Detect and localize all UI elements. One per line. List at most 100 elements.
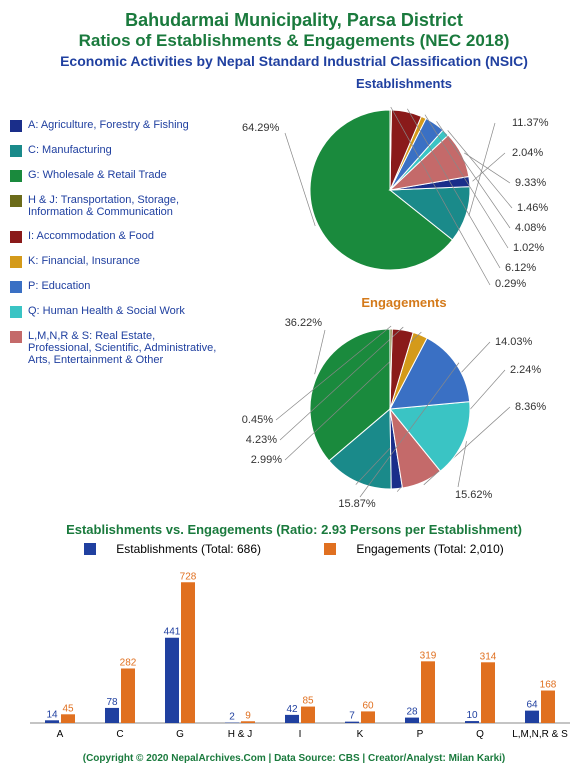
pie-label: 0.45%	[242, 414, 273, 426]
pie-label: 11.37%	[512, 117, 549, 129]
pie-label: 8.36%	[515, 401, 546, 413]
bar-value-eng: 728	[180, 571, 197, 582]
bar-engagement	[301, 707, 315, 723]
bar-engagement	[61, 714, 75, 723]
bar-engagement	[421, 661, 435, 723]
bar-establishment	[465, 721, 479, 723]
bar-value-est: 14	[46, 709, 58, 720]
legend-label: A: Agriculture, Forestry & Fishing	[28, 119, 189, 131]
pie-label: 9.33%	[515, 177, 546, 189]
legend-item: P: Education	[10, 280, 220, 293]
bar-category: Q	[476, 729, 484, 740]
bar-value-eng: 319	[420, 650, 437, 661]
engagements-pie: 36.22%14.03%2.24%8.36%15.62%15.87%2.99%4…	[230, 312, 578, 512]
bar-value-est: 10	[466, 710, 478, 721]
pie-label: 14.03%	[495, 336, 533, 348]
legend-item: L,M,N,R & S: Real Estate, Professional, …	[10, 330, 220, 366]
legend-label: P: Education	[28, 280, 90, 292]
legend-item: H & J: Transportation, Storage, Informat…	[10, 194, 220, 218]
bar-value-eng: 314	[480, 651, 497, 662]
pie-label: 15.62%	[455, 489, 493, 501]
legend-swatch	[10, 195, 22, 207]
bar-value-eng: 60	[362, 700, 374, 711]
bar-engagement	[541, 691, 555, 723]
legend-item: C: Manufacturing	[10, 144, 220, 157]
title-line1: Bahudarmai Municipality, Parsa District	[10, 10, 578, 31]
legend-swatch	[10, 120, 22, 132]
bar-category: L,M,N,R & S	[512, 729, 568, 740]
bar-value-est: 64	[526, 700, 538, 711]
legend-swatch	[10, 145, 22, 157]
legend-item: G: Wholesale & Retail Trade	[10, 169, 220, 182]
pie-label: 6.12%	[505, 262, 536, 274]
legend-swatch	[10, 331, 22, 343]
bar-value-est: 441	[164, 627, 181, 638]
legend-label: G: Wholesale & Retail Trade	[28, 169, 167, 181]
pie-label: 36.22%	[285, 317, 323, 329]
bar-establishment	[285, 715, 299, 723]
bar-category: H & J	[228, 729, 252, 740]
establishments-pie: 64.29% 11.37% 2.04% 9.33% 1.46% 4.08% 1.02% 6.1…	[230, 93, 578, 293]
bar-legend-2: Engagements (Total: 2,010)	[309, 542, 518, 556]
title-line2: Ratios of Establishments & Engagements (…	[10, 31, 578, 51]
bar-category: P	[417, 729, 424, 740]
title-line3: Economic Activities by Nepal Standard In…	[10, 53, 578, 69]
pie-leader-line	[473, 153, 505, 181]
bar-engagement	[481, 662, 495, 723]
bar-value-est: 7	[349, 711, 355, 722]
bar-establishment	[105, 708, 119, 723]
bar-value-est: 78	[106, 697, 118, 708]
legend-item: I: Accommodation & Food	[10, 230, 220, 243]
bar-category: I	[299, 729, 302, 740]
bar-value-eng: 9	[245, 710, 251, 721]
bar-legend-1-label: Establishments (Total: 686)	[116, 542, 261, 556]
engagements-pie-title: Engagements	[230, 295, 578, 310]
pie-label: 1.02%	[513, 242, 544, 254]
bar-legend: Establishments (Total: 686) Engagements …	[10, 542, 578, 558]
legend-label: C: Manufacturing	[28, 144, 112, 156]
pie-label: 2.04%	[512, 147, 543, 159]
pies-column: Establishments 64.29% 11.37% 2.04% 9.33% 1.4…	[230, 74, 578, 512]
bar-value-eng: 45	[62, 703, 74, 714]
pie-label: 2.99%	[251, 454, 282, 466]
legend-swatch	[10, 170, 22, 182]
bar-value-eng: 282	[120, 657, 137, 668]
pie-label: 0.29%	[495, 278, 526, 288]
bar-establishment	[45, 720, 59, 723]
bar-establishment	[405, 718, 419, 723]
legend-swatch	[10, 281, 22, 293]
bar-establishment	[525, 711, 539, 723]
legend-item: Q: Human Health & Social Work	[10, 305, 220, 318]
bar-legend-1: Establishments (Total: 686)	[69, 542, 276, 556]
bar-category: K	[357, 729, 364, 740]
bar-legend-2-label: Engagements (Total: 2,010)	[356, 542, 503, 556]
bar-engagement	[121, 668, 135, 723]
pie-label: 64.29%	[242, 122, 280, 134]
bar-value-est: 28	[406, 707, 418, 718]
legend-label: H & J: Transportation, Storage, Informat…	[28, 194, 220, 218]
bar-chart: 1445A78282C441728G29H & J4285I760K28319P…	[10, 563, 578, 743]
bar-value-eng: 85	[302, 696, 314, 707]
legend-label: L,M,N,R & S: Real Estate, Professional, …	[28, 330, 220, 366]
bar-value-eng: 168	[540, 680, 557, 691]
legend-label: K: Financial, Insurance	[28, 255, 140, 267]
bar-category: G	[176, 729, 184, 740]
pie-label: 4.23%	[246, 434, 277, 446]
pie-label: 1.46%	[517, 202, 548, 214]
pie-label: 2.24%	[510, 364, 541, 376]
bar-value-est: 42	[286, 704, 298, 715]
bar-engagement	[241, 721, 255, 723]
top-section: A: Agriculture, Forestry & Fishing C: Man…	[10, 74, 578, 512]
bar-engagement	[181, 582, 195, 723]
pie-label: 4.08%	[515, 222, 546, 234]
copyright: (Copyright © 2020 NepalArchives.Com | Da…	[10, 753, 578, 764]
bar-value-est: 2	[229, 712, 235, 723]
legend-swatch	[10, 231, 22, 243]
bar-establishment	[165, 638, 179, 723]
legend-swatch	[10, 256, 22, 268]
establishments-pie-title: Establishments	[230, 76, 578, 91]
bar-establishment	[345, 722, 359, 723]
legend-column: A: Agriculture, Forestry & Fishing C: Man…	[10, 74, 220, 512]
legend-label: I: Accommodation & Food	[28, 230, 154, 242]
bar-engagement	[361, 711, 375, 723]
